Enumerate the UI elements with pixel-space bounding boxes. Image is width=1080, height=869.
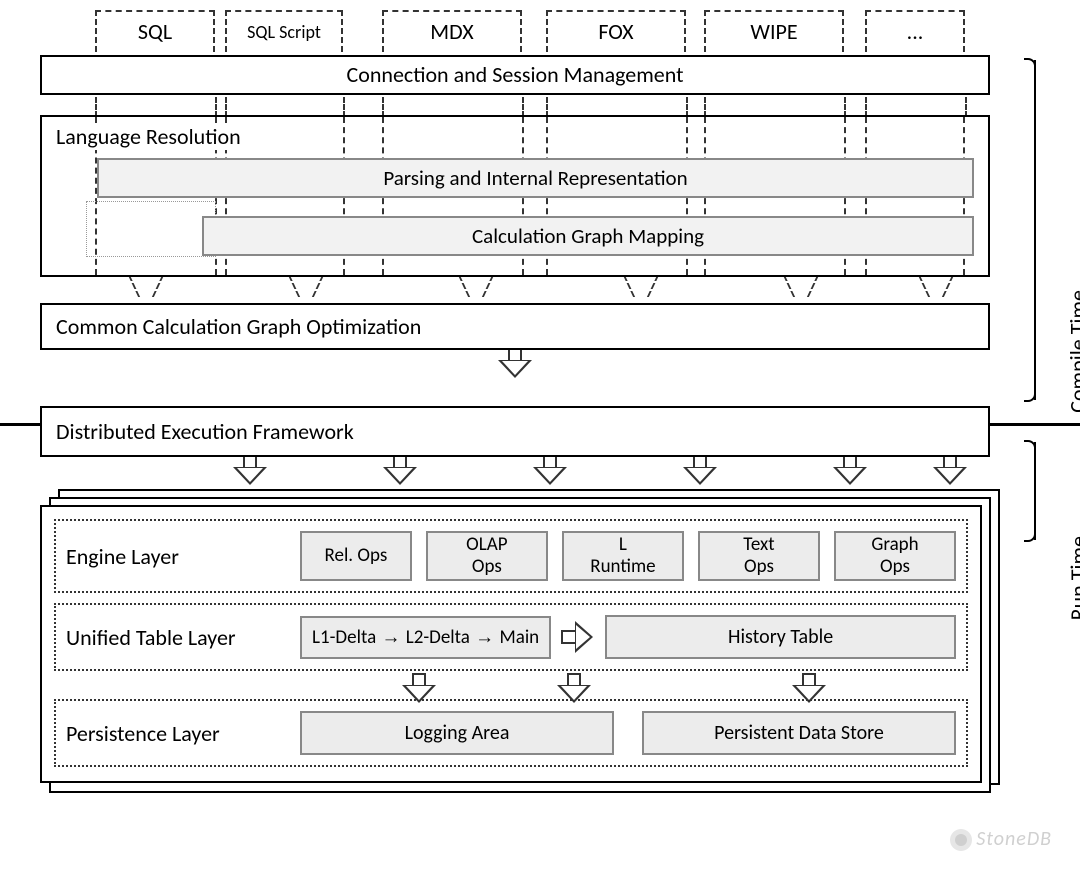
op-text-ops: TextOps — [698, 531, 820, 581]
lang-tab-label: ... — [907, 18, 924, 45]
engine-layer: Engine Layer Rel. Ops OLAPOps LRuntime T… — [54, 519, 968, 593]
distributed-exec-box: Distributed Execution Framework — [40, 406, 990, 457]
dashed-down-arrow-icon — [780, 275, 820, 301]
block-arrow-down-icon — [235, 455, 265, 485]
block-arrow-down-icon — [385, 455, 415, 485]
connection-session-box: Connection and Session Management — [40, 55, 990, 95]
lang-tab-label: WIPE — [750, 18, 797, 45]
op-olap-ops: OLAPOps — [426, 531, 548, 581]
parsing-label: Parsing and Internal Representation — [383, 165, 687, 191]
run-time-brace — [1022, 442, 1036, 540]
lang-tab-wipe: WIPE — [704, 10, 844, 52]
block-arrow-down-icon — [935, 455, 965, 485]
utl-to-persist-arrows — [54, 675, 968, 703]
block-arrow-down-icon — [559, 673, 589, 703]
distributed-exec-label: Distributed Execution Framework — [56, 418, 354, 445]
lang-tab-label: SQL Script — [247, 21, 321, 43]
op-label: Rel. Ops — [310, 545, 402, 567]
dashed-down-arrow-icon — [285, 275, 325, 301]
block-arrow-down-icon — [835, 455, 865, 485]
history-table-box: History Table — [605, 615, 956, 659]
engine-layer-title: Engine Layer — [66, 543, 286, 570]
logging-area-box: Logging Area — [300, 711, 614, 755]
lang-tab-label: SQL — [138, 18, 172, 45]
block-arrow-down-icon — [404, 673, 434, 703]
dashed-down-arrow-icon — [620, 275, 660, 301]
block-arrow-right-icon — [561, 622, 595, 652]
persistence-content: Logging Area Persistent Data Store — [300, 711, 956, 755]
ccg-optimization-box: Common Calculation Graph Optimization — [40, 303, 990, 350]
op-graph-ops: GraphOps — [834, 531, 956, 581]
dashed-down-arrow-icon — [125, 275, 165, 301]
parsing-box: Parsing and Internal Representation — [97, 158, 974, 198]
connection-session-label: Connection and Session Management — [347, 61, 684, 88]
watermark-icon — [950, 829, 972, 851]
lang-tab-fox: FOX — [546, 10, 686, 52]
lang-tab-label: MDX — [430, 18, 473, 45]
arrow-right-icon: → — [470, 627, 500, 648]
persistence-title: Persistence Layer — [66, 720, 286, 747]
watermark-text: StoneDB — [976, 827, 1052, 851]
delta-part: L1-Delta — [312, 626, 376, 649]
op-label: OLAP — [436, 534, 538, 556]
ccg-label: Common Calculation Graph Optimization — [56, 313, 421, 340]
dashed-down-arrow-icon — [915, 275, 955, 301]
block-arrow-down-icon — [685, 455, 715, 485]
language-resolution-box: Language Resolution Parsing and Internal… — [40, 115, 990, 277]
unified-table-layer: Unified Table Layer L1-Delta → L2-Delta … — [54, 603, 968, 671]
delta-chain-box: L1-Delta → L2-Delta → Main — [300, 616, 551, 659]
lang-tab-sqlscript: SQL Script — [225, 10, 343, 52]
column-gap-lines — [40, 97, 990, 117]
op-label: Ops — [708, 556, 810, 578]
lang-tab-more: ... — [865, 10, 965, 52]
language-tabs-row: SQL SQL Script MDX FOX WIPE ... — [95, 10, 965, 55]
op-label: Ops — [844, 556, 946, 578]
dist-arrow-row — [40, 457, 990, 487]
op-label: Graph — [844, 534, 946, 556]
dashed-down-arrow-icon — [455, 275, 495, 301]
dashed-arrow-row — [40, 277, 990, 303]
op-label: Runtime — [572, 556, 674, 578]
utl-content: L1-Delta → L2-Delta → Main History Table — [300, 615, 956, 659]
persistence-layer: Persistence Layer Logging Area Persisten… — [54, 699, 968, 767]
dotted-aux-box — [86, 201, 216, 257]
op-l-runtime: LRuntime — [562, 531, 684, 581]
utl-title: Unified Table Layer — [66, 624, 286, 651]
runtime-stack: Engine Layer Rel. Ops OLAPOps LRuntime T… — [40, 489, 990, 767]
op-label: Text — [708, 534, 810, 556]
lang-tab-label: FOX — [598, 18, 633, 45]
calc-graph-mapping-box: Calculation Graph Mapping — [202, 216, 974, 256]
lang-tab-sql: SQL — [95, 10, 215, 52]
stack-front: Engine Layer Rel. Ops OLAPOps LRuntime T… — [40, 505, 982, 783]
arrow-right-icon: → — [376, 627, 406, 648]
history-label: History Table — [728, 625, 833, 649]
op-label: L — [572, 534, 674, 556]
compile-time-brace — [1022, 60, 1036, 400]
persistent-store-box: Persistent Data Store — [642, 711, 956, 755]
op-rel-ops: Rel. Ops — [300, 531, 412, 581]
lang-tab-mdx: MDX — [382, 10, 522, 52]
compile-time-label: Compile Time — [1064, 290, 1080, 413]
block-arrow-down-icon — [500, 348, 530, 378]
op-label: Ops — [436, 556, 538, 578]
calc-graph-label: Calculation Graph Mapping — [472, 223, 704, 249]
watermark: StoneDB — [950, 827, 1052, 851]
run-time-label: Run Time — [1064, 536, 1080, 620]
delta-part: L2-Delta — [406, 626, 470, 649]
logging-label: Logging Area — [405, 721, 510, 745]
language-resolution-title: Language Resolution — [52, 123, 245, 150]
block-arrow-down-icon — [535, 455, 565, 485]
block-arrow-down-icon — [794, 673, 824, 703]
delta-part: Main — [499, 626, 539, 649]
architecture-diagram: SQL SQL Script MDX FOX WIPE ... Connecti… — [40, 10, 990, 767]
store-label: Persistent Data Store — [714, 721, 884, 745]
